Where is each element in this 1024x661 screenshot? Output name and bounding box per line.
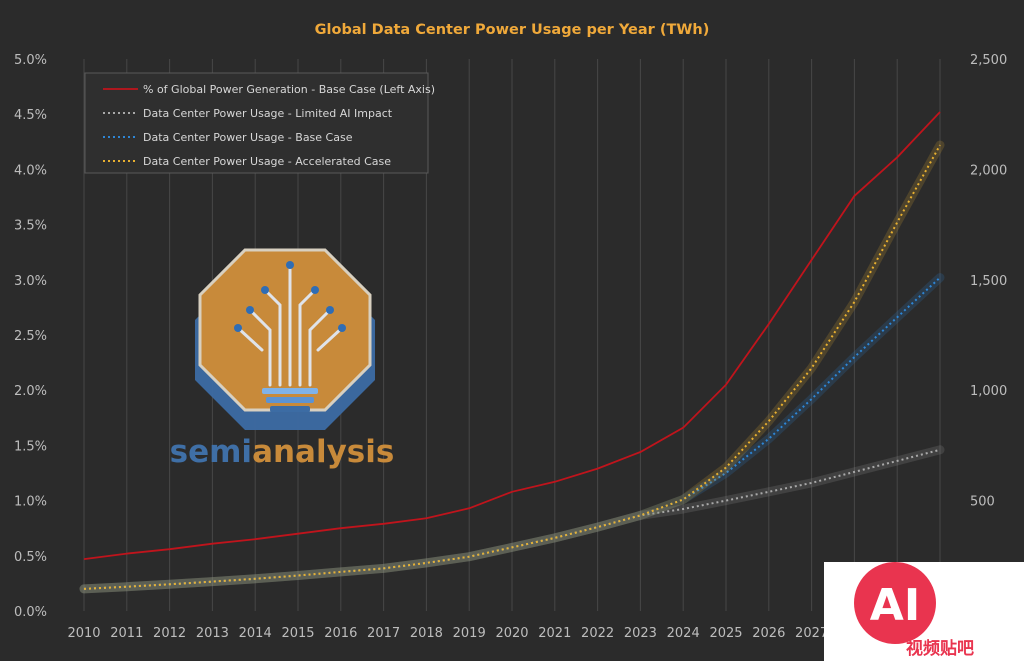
legend-label: Data Center Power Usage - Accelerated Ca… (143, 155, 391, 168)
legend-label: % of Global Power Generation - Base Case… (143, 83, 435, 96)
x-axis-ticks: 2010 2011 2012 2013 2014 2015 2016 2017 2018 2019… (67, 626, 956, 641)
series-line-0 (83, 111, 941, 560)
x-tick-label: 2024 (667, 626, 700, 641)
left-tick-label: 3.0% (14, 274, 47, 289)
chart-title: Global Data Center Power Usage per Year … (315, 22, 710, 38)
badge-circle (854, 562, 936, 644)
x-tick-label: 2026 (752, 626, 785, 641)
x-tick-label: 2016 (324, 626, 357, 641)
badge-ai-text: AI (870, 580, 920, 631)
ai-badge: AI 视频贴吧 (824, 562, 1024, 661)
left-tick-label: 0.0% (14, 605, 47, 620)
x-tick-label: 2013 (196, 626, 229, 641)
semianalysis-wordmark: semianalysis (170, 434, 395, 470)
left-tick-label: 1.5% (14, 439, 47, 454)
x-tick-label: 2019 (453, 626, 486, 641)
right-tick-label: 2,500 (970, 53, 1007, 68)
x-tick-label: 2015 (281, 626, 314, 641)
x-tick-label: 2021 (538, 626, 571, 641)
left-tick-label: 5.0% (14, 53, 47, 68)
right-tick-label: 1,500 (970, 274, 1007, 289)
x-tick-label: 2027 (795, 626, 828, 641)
x-tick-label: 2018 (410, 626, 443, 641)
left-axis-ticks: 0.0% 0.5% 1.0% 1.5% 2.0% 2.5% 3.0% 3.5% 4.0% 4.5%… (14, 53, 47, 620)
legend-label: Data Center Power Usage - Base Case (143, 131, 353, 144)
left-tick-label: 2.0% (14, 384, 47, 399)
badge-caption: 视频贴吧 (906, 638, 974, 659)
left-tick-label: 4.0% (14, 163, 47, 178)
x-tick-label: 2023 (624, 626, 657, 641)
x-tick-label: 2010 (67, 626, 100, 641)
x-tick-label: 2011 (110, 626, 143, 641)
legend: % of Global Power Generation - Base Case… (84, 72, 435, 174)
x-tick-label: 2020 (495, 626, 528, 641)
right-tick-label: 500 (970, 495, 995, 510)
lightbulb-circuit-icon (195, 248, 375, 430)
left-tick-label: 1.0% (14, 495, 47, 510)
right-tick-label: 1,000 (970, 384, 1007, 399)
wordmark-analysis: analysis (252, 434, 394, 470)
x-tick-label: 2022 (581, 626, 614, 641)
series-layer (79, 111, 945, 594)
legend-label: Data Center Power Usage - Limited AI Imp… (143, 107, 393, 120)
x-tick-label: 2014 (239, 626, 272, 641)
legend-box (84, 72, 429, 174)
semianalysis-logo: semianalysis (170, 248, 395, 470)
left-tick-label: 4.5% (14, 108, 47, 123)
x-tick-label: 2017 (367, 626, 400, 641)
right-axis-ticks: 500 1,000 1,500 2,000 2,500 (970, 53, 1007, 510)
x-tick-label: 2025 (709, 626, 742, 641)
x-tick-label: 2012 (153, 626, 186, 641)
right-tick-label: 2,000 (970, 163, 1007, 178)
left-tick-label: 3.5% (14, 219, 47, 234)
wordmark-semi: semi (170, 434, 252, 470)
left-tick-label: 0.5% (14, 550, 47, 565)
left-tick-label: 2.5% (14, 329, 47, 344)
series-line-3 (83, 144, 941, 590)
